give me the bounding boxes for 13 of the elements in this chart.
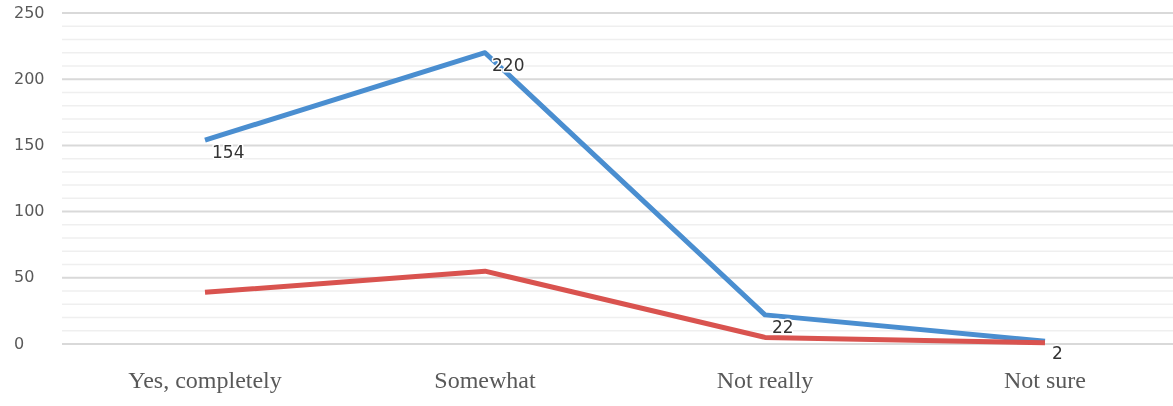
x-tick-label: Not sure [1004,366,1086,393]
y-tick-label: 100 [14,201,45,221]
y-tick-label: 0 [14,333,25,353]
x-tick-label: Somewhat [434,366,536,393]
data-label: 22 [772,316,794,337]
y-tick-label: 250 [14,2,45,22]
data-label: 154 [212,142,245,163]
x-tick-label: Yes, completely [128,366,282,393]
data-label: 2 [1052,343,1063,364]
y-tick-label: 50 [14,267,35,287]
x-tick-label: Not really [716,366,814,393]
y-tick-label: 200 [14,68,45,88]
y-tick-label: 150 [14,134,45,154]
